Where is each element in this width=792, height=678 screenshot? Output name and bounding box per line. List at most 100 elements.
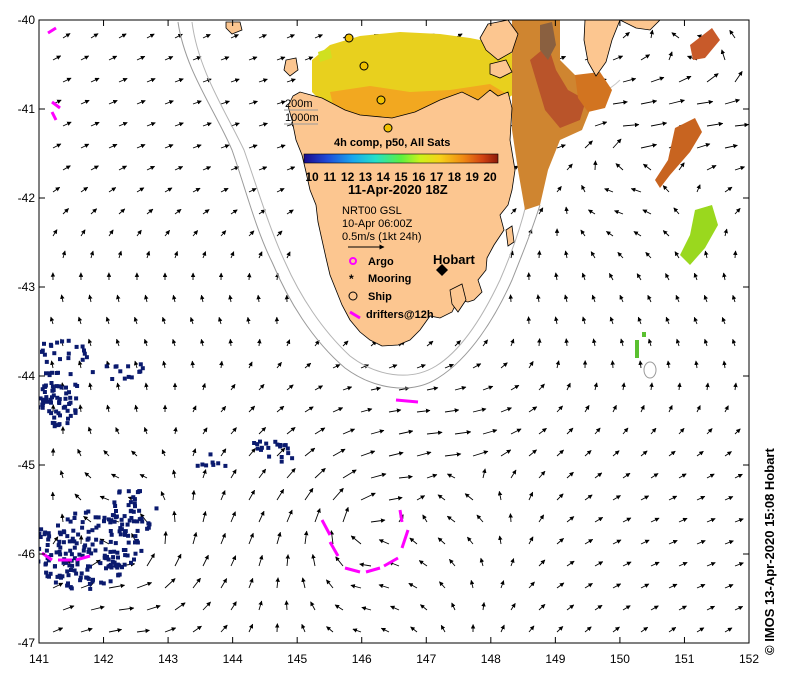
current-vector <box>640 539 650 545</box>
current-vector <box>388 408 402 413</box>
sst-cold-pixel <box>54 409 59 414</box>
current-vector <box>230 34 239 39</box>
current-vector <box>426 473 438 479</box>
current-vector <box>649 29 654 39</box>
current-vector <box>304 362 312 369</box>
sst-cold-pixel <box>258 439 262 444</box>
cape-barren-island <box>489 59 513 79</box>
current-vector <box>99 495 110 501</box>
current-vector <box>105 316 111 325</box>
current-vector <box>526 316 532 325</box>
current-vector <box>647 338 653 347</box>
y-tick-label: -44 <box>18 369 36 383</box>
sst-cold-pixel <box>50 388 55 393</box>
current-vector <box>202 427 208 435</box>
current-vector <box>108 187 117 193</box>
current-vector <box>538 207 544 215</box>
current-vector <box>174 553 182 567</box>
current-vector <box>136 55 146 61</box>
depth-200-label: 200m <box>285 98 313 110</box>
sst-cold-pixel <box>46 558 51 563</box>
sst-cold-pixel <box>135 490 140 495</box>
sst-cold-pixel <box>108 549 113 554</box>
current-vector <box>230 122 240 127</box>
sst-cold-pixel <box>126 374 131 379</box>
current-vector <box>258 251 263 259</box>
current-vector <box>202 122 212 127</box>
sst-cold-pixel <box>114 509 118 513</box>
current-vector <box>564 338 569 347</box>
current-vector <box>136 187 145 193</box>
current-vector <box>326 579 334 589</box>
current-vector <box>284 600 289 611</box>
current-vector <box>248 361 253 369</box>
sst-cold-pixel <box>90 528 95 533</box>
sst-cold-pixel <box>57 397 62 402</box>
current-vector <box>248 100 258 105</box>
drifters-label: drifters@12h <box>366 309 434 321</box>
current-vector <box>80 55 90 61</box>
sst-cold-pixel <box>125 553 130 558</box>
current-vector <box>650 427 657 435</box>
sst-cold-pixel <box>108 579 113 584</box>
current-vector <box>706 164 717 171</box>
sst-cold-pixel <box>91 577 95 582</box>
current-vector <box>593 160 598 171</box>
sst-cold-pixel <box>200 462 205 467</box>
flinders-island <box>479 20 519 61</box>
sst-cold-pixel <box>114 364 119 369</box>
current-vector <box>500 407 512 413</box>
sst-cold-pixel <box>39 405 41 410</box>
sst-cold-pixel <box>53 580 58 585</box>
sst-cold-pixel <box>116 572 121 577</box>
current-vector <box>286 384 294 391</box>
current-vector <box>144 382 149 391</box>
current-vector <box>733 382 738 391</box>
current-vector <box>88 382 93 391</box>
current-vector <box>675 294 680 303</box>
current-vector <box>164 187 173 193</box>
current-vector <box>248 405 256 413</box>
current-vector <box>416 408 431 414</box>
sst-cold-pixel <box>204 463 209 468</box>
current-vector <box>77 448 82 457</box>
current-vector <box>228 294 233 303</box>
current-vector <box>693 272 698 281</box>
current-vector <box>276 531 282 545</box>
colorbar-ticks: 10 11 12 13 14 15 16 17 18 19 20 <box>305 170 497 184</box>
sst-cold-pixel <box>50 384 55 389</box>
current-vector <box>554 316 559 325</box>
sst-cold-pixel <box>40 349 44 354</box>
current-vector <box>192 405 197 413</box>
current-vector <box>536 294 541 303</box>
current-vector <box>509 250 514 259</box>
sst-cold-pixel <box>68 519 73 524</box>
sst-cold-pixel <box>45 543 50 547</box>
current-vector <box>108 583 126 589</box>
current-vector <box>612 495 621 501</box>
current-vector <box>174 78 184 83</box>
current-vector <box>650 76 665 83</box>
current-vector <box>286 166 296 171</box>
current-vector <box>612 404 617 413</box>
current-vector <box>734 428 741 435</box>
sst-cold-pixel <box>131 509 136 514</box>
current-vector <box>566 560 575 567</box>
current-vector <box>360 364 370 369</box>
maria-island <box>505 225 515 247</box>
current-vector <box>174 166 184 171</box>
current-vector <box>276 188 285 193</box>
current-vector <box>444 452 462 457</box>
current-vector <box>146 33 155 39</box>
current-vector <box>498 535 503 545</box>
current-vector <box>696 405 701 413</box>
current-vector <box>612 138 622 149</box>
current-vector <box>621 382 626 391</box>
current-vector <box>258 34 267 39</box>
sst-cold-pixel <box>140 366 145 371</box>
sst-cold-pixel <box>115 550 120 555</box>
sst-cold-pixel <box>56 411 61 416</box>
current-vector <box>647 294 652 303</box>
current-vector <box>52 186 61 193</box>
plot-frame <box>38 19 750 644</box>
